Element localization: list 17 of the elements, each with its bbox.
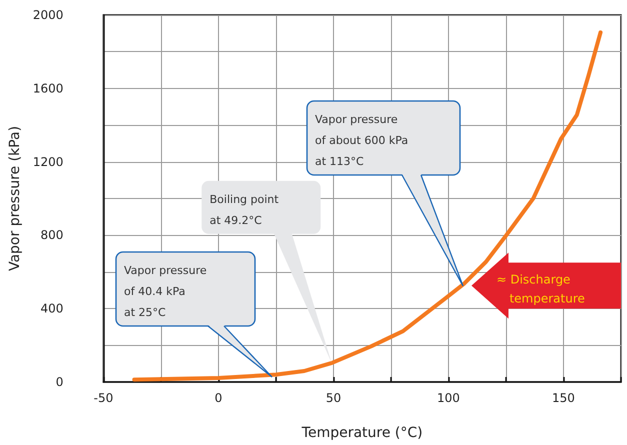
annotation: ≈ Discharge temperature — [496, 272, 585, 306]
x-tick-label: -50 — [94, 391, 114, 405]
y-tick-label: 400 — [40, 302, 64, 316]
y-tick-label: 1200 — [32, 154, 64, 169]
x-axis-title: Temperature (°C) — [300, 425, 423, 441]
x-tick-label: 100 — [437, 391, 460, 405]
y-tick-label: 1600 — [32, 81, 64, 96]
y-tick-label: 0 — [56, 375, 64, 389]
x-tick-label: 150 — [552, 391, 575, 405]
annotation: Vapor pressure of about 600 kPa at 113°C — [315, 113, 408, 168]
annotation: Boiling point at 49.2°C — [210, 192, 280, 227]
annotation: Vapor pressure of 40.4 kPa at 25°C — [124, 264, 207, 319]
y-axis-title: Vapor pressure (kPa) — [7, 126, 23, 272]
y-tick-label: 800 — [40, 228, 64, 242]
x-tick-label: 0 — [214, 391, 222, 405]
x-tick-label: 50 — [326, 391, 342, 405]
y-tick-label: 2000 — [32, 8, 64, 22]
